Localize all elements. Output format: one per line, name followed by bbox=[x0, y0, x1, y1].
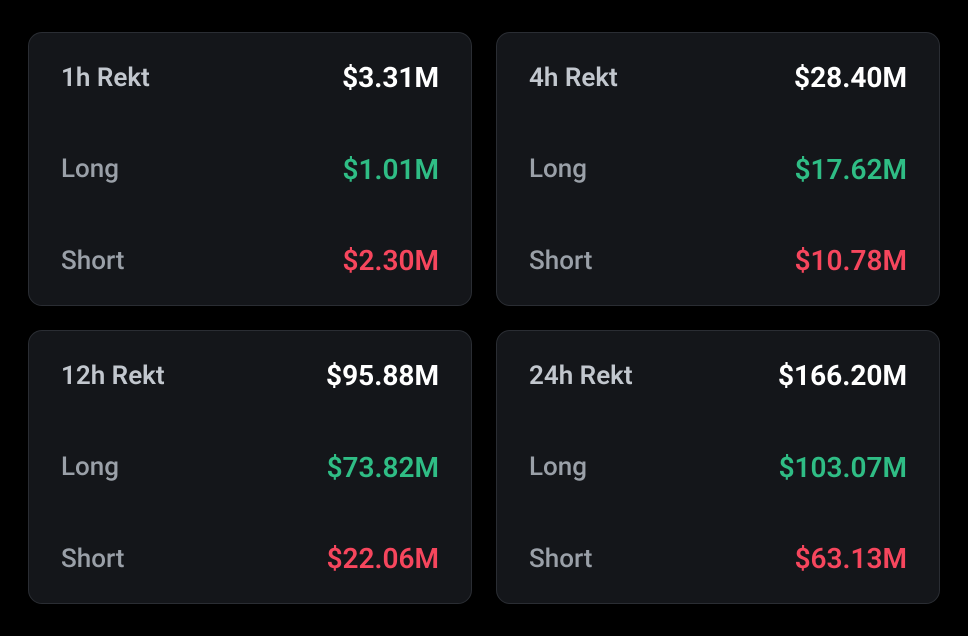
rekt-row-short: Short $63.13M bbox=[529, 542, 907, 575]
short-label: Short bbox=[61, 544, 124, 574]
rekt-row-short: Short $22.06M bbox=[61, 542, 439, 575]
short-value: $10.78M bbox=[795, 244, 907, 277]
short-label: Short bbox=[61, 246, 124, 276]
long-label: Long bbox=[61, 154, 119, 184]
long-label: Long bbox=[529, 452, 587, 482]
short-value: $2.30M bbox=[343, 244, 439, 277]
rekt-title-label: 24h Rekt bbox=[529, 361, 633, 391]
rekt-row-short: Short $10.78M bbox=[529, 244, 907, 277]
rekt-row-long: Long $1.01M bbox=[61, 153, 439, 186]
rekt-total-value: $3.31M bbox=[342, 61, 439, 94]
rekt-stats-grid: 1h Rekt $3.31M Long $1.01M Short $2.30M … bbox=[28, 32, 940, 604]
long-value: $17.62M bbox=[795, 153, 907, 186]
rekt-row-total: 12h Rekt $95.88M bbox=[61, 359, 439, 392]
rekt-title-label: 12h Rekt bbox=[61, 361, 165, 391]
rekt-title-label: 4h Rekt bbox=[529, 63, 618, 93]
short-label: Short bbox=[529, 544, 592, 574]
long-label: Long bbox=[529, 154, 587, 184]
rekt-row-total: 24h Rekt $166.20M bbox=[529, 359, 907, 392]
rekt-row-short: Short $2.30M bbox=[61, 244, 439, 277]
rekt-card-1h: 1h Rekt $3.31M Long $1.01M Short $2.30M bbox=[28, 32, 472, 306]
rekt-title-label: 1h Rekt bbox=[61, 63, 150, 93]
rekt-total-value: $95.88M bbox=[326, 359, 439, 392]
long-value: $103.07M bbox=[779, 451, 907, 484]
long-value: $73.82M bbox=[327, 451, 439, 484]
short-value: $22.06M bbox=[327, 542, 439, 575]
rekt-total-value: $166.20M bbox=[778, 359, 907, 392]
rekt-total-value: $28.40M bbox=[794, 61, 907, 94]
rekt-row-total: 4h Rekt $28.40M bbox=[529, 61, 907, 94]
rekt-card-12h: 12h Rekt $95.88M Long $73.82M Short $22.… bbox=[28, 330, 472, 604]
rekt-row-total: 1h Rekt $3.31M bbox=[61, 61, 439, 94]
rekt-row-long: Long $73.82M bbox=[61, 451, 439, 484]
rekt-card-24h: 24h Rekt $166.20M Long $103.07M Short $6… bbox=[496, 330, 940, 604]
short-value: $63.13M bbox=[795, 542, 907, 575]
rekt-row-long: Long $17.62M bbox=[529, 153, 907, 186]
long-value: $1.01M bbox=[343, 153, 439, 186]
rekt-card-4h: 4h Rekt $28.40M Long $17.62M Short $10.7… bbox=[496, 32, 940, 306]
short-label: Short bbox=[529, 246, 592, 276]
long-label: Long bbox=[61, 452, 119, 482]
rekt-row-long: Long $103.07M bbox=[529, 451, 907, 484]
